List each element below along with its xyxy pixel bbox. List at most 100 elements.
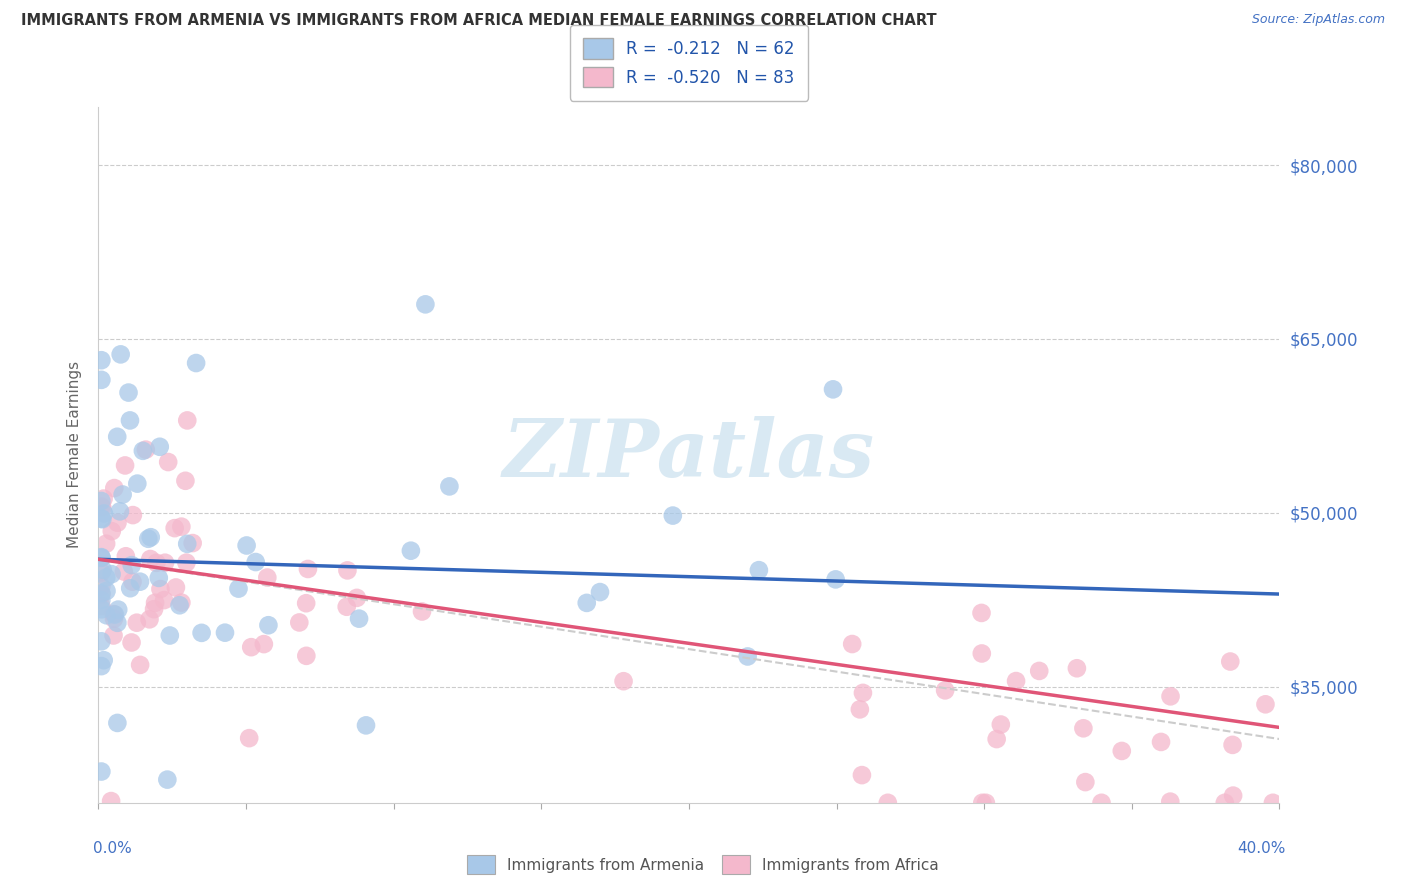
Point (105, 715, 128, 730)
Point (90, 353, 112, 368)
Point (153, 593, 176, 607)
Point (90, 494, 112, 508)
Point (612, 674, 634, 689)
Point (90, 566, 112, 580)
Point (93, 653, 115, 667)
Point (138, 612, 160, 626)
Point (176, 556, 198, 570)
Point (96, 608, 118, 623)
Point (245, 555, 267, 569)
Point (107, 602, 129, 616)
Point (121, 558, 143, 573)
Point (103, 481, 125, 495)
Point (90, 550, 112, 565)
Point (96, 570, 118, 584)
Point (257, 618, 280, 632)
Point (90, 593, 112, 607)
Point (170, 519, 193, 533)
Point (184, 356, 207, 370)
Point (90, 511, 112, 525)
Point (145, 556, 167, 570)
Point (108, 504, 131, 518)
Point (990, 717, 1012, 731)
Point (346, 591, 368, 605)
Point (103, 628, 125, 642)
Point (1261, 796, 1284, 810)
Point (103, 607, 125, 621)
Point (110, 347, 132, 361)
Point (159, 628, 181, 642)
Point (1028, 664, 1050, 678)
Point (1066, 661, 1088, 675)
Point (149, 582, 172, 596)
Text: 0.0%: 0.0% (93, 841, 131, 856)
Point (851, 768, 873, 782)
Point (1074, 775, 1097, 789)
Point (190, 625, 212, 640)
Point (90, 602, 112, 616)
Point (90, 587, 112, 601)
Point (90, 373, 112, 387)
Point (347, 612, 370, 626)
Point (105, 430, 128, 444)
Point (90, 659, 112, 673)
Point (986, 732, 1008, 747)
Point (100, 567, 122, 582)
Point (1160, 690, 1182, 704)
Point (93, 491, 115, 506)
Point (165, 581, 187, 595)
Point (90, 579, 112, 593)
Point (120, 581, 142, 595)
Point (934, 683, 956, 698)
Point (129, 657, 152, 672)
Point (439, 479, 461, 493)
Point (575, 596, 598, 610)
Point (1111, 744, 1133, 758)
Point (238, 731, 260, 746)
Point (96, 583, 118, 598)
Point (1005, 674, 1028, 689)
Point (1222, 738, 1244, 752)
Legend: R =  -0.212   N = 62, R =  -0.520   N = 83: R = -0.212 N = 62, R = -0.520 N = 83 (569, 25, 808, 101)
Point (589, 585, 612, 599)
Point (121, 635, 143, 649)
Point (170, 596, 193, 610)
Point (336, 599, 359, 614)
Point (256, 570, 278, 584)
Point (90, 550, 112, 565)
Point (127, 476, 149, 491)
Point (107, 516, 129, 530)
Point (970, 606, 993, 620)
Point (1222, 789, 1244, 803)
Point (662, 508, 685, 523)
Point (101, 524, 124, 538)
Point (288, 615, 311, 630)
Point (824, 573, 846, 587)
Point (849, 702, 872, 716)
Point (118, 413, 141, 427)
Point (90, 550, 112, 565)
Point (121, 508, 143, 522)
Point (821, 382, 844, 396)
Point (295, 648, 318, 663)
Point (228, 582, 250, 596)
Point (1150, 735, 1173, 749)
Point (235, 539, 257, 553)
Point (139, 530, 162, 544)
Point (336, 563, 359, 577)
Text: IMMIGRANTS FROM ARMENIA VS IMMIGRANTS FROM AFRICA MEDIAN FEMALE EARNINGS CORRELA: IMMIGRANTS FROM ARMENIA VS IMMIGRANTS FR… (21, 13, 936, 29)
Point (129, 574, 152, 589)
Y-axis label: Median Female Earnings: Median Female Earnings (67, 361, 83, 549)
Point (295, 596, 318, 610)
Point (91, 563, 114, 577)
Point (100, 794, 122, 808)
Point (105, 615, 128, 630)
Point (149, 440, 172, 454)
Point (240, 640, 263, 655)
Point (125, 615, 148, 630)
Point (139, 552, 162, 566)
Point (1159, 795, 1181, 809)
Point (181, 536, 204, 550)
Point (415, 297, 437, 311)
Point (163, 521, 186, 535)
